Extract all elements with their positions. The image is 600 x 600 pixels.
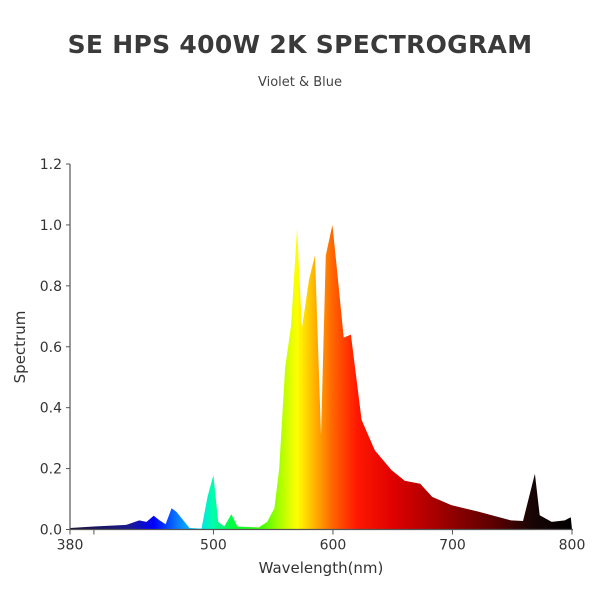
x-axis-label: Wavelength(nm) — [259, 559, 384, 577]
y-tick-label: 0.2 — [40, 462, 62, 478]
x-tick-label: 800 — [559, 538, 586, 554]
x-tick-label: 500 — [200, 538, 227, 554]
x-tick-label: 380 — [57, 538, 84, 554]
x-tick-label: 700 — [439, 538, 466, 554]
y-tick-label: 1.0 — [40, 218, 62, 234]
y-tick-label: 0.0 — [40, 523, 62, 539]
y-tick-label: 0.4 — [40, 401, 62, 417]
y-tick-label: 1.2 — [40, 157, 62, 173]
y-axis-label: Spectrum — [11, 311, 29, 384]
spectrum-area — [70, 224, 572, 530]
chart-subtitle: Violet & Blue — [257, 75, 343, 90]
x-tick-label: 600 — [320, 538, 347, 554]
y-tick-label: 0.8 — [40, 279, 62, 295]
y-tick-label: 0.6 — [40, 340, 62, 356]
chart-title: SE HPS 400W 2K SPECTROGRAM — [67, 30, 533, 59]
